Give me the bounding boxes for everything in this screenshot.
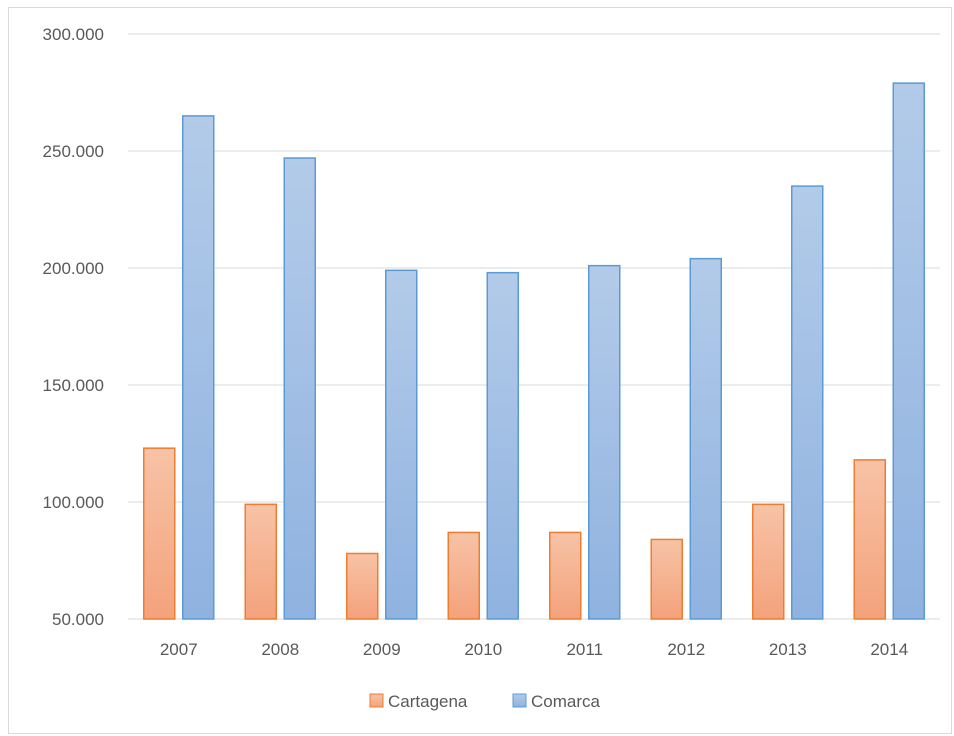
- x-tick-label: 2010: [464, 640, 502, 659]
- x-tick-label: 2011: [566, 640, 603, 659]
- bar-comarca-2011: [588, 264, 621, 620]
- x-axis-tick-labels: 2007 2008 2009 2010 2011 2012 2013 2014: [160, 640, 908, 659]
- bar-cartagena-2014: [853, 459, 886, 620]
- bar-cartagena-2008: [244, 503, 277, 620]
- x-tick-label: 2009: [363, 640, 401, 659]
- bar-cartagena-2013: [752, 503, 785, 620]
- legend-swatch-comarca: [512, 693, 527, 708]
- x-tick-label: 2007: [160, 640, 198, 659]
- legend-label-comarca: Comarca: [531, 692, 601, 711]
- legend-label-cartagena: Cartagena: [388, 692, 468, 711]
- x-tick-label: 2013: [769, 640, 807, 659]
- bars: [143, 82, 925, 620]
- y-tick-label: 100.000: [43, 493, 104, 512]
- bar-cartagena-2012: [650, 538, 683, 620]
- bar-cartagena-2007: [143, 447, 176, 620]
- bar-cartagena-2010: [447, 531, 480, 620]
- x-tick-label: 2014: [870, 640, 908, 659]
- bar-comarca-2012: [689, 257, 722, 620]
- bar-comarca-2008: [283, 157, 316, 620]
- legend: Cartagena Comarca: [369, 692, 601, 711]
- bar-comarca-2007: [182, 115, 215, 620]
- bar-comarca-2010: [486, 271, 519, 620]
- x-tick-label: 2012: [667, 640, 705, 659]
- bar-comarca-2014: [892, 82, 925, 620]
- y-axis-tick-labels: 50.000 100.000 150.000 200.000 250.000 300.00…: [43, 25, 104, 629]
- legend-swatch-cartagena: [369, 693, 384, 708]
- y-tick-label: 250.000: [43, 142, 104, 161]
- bar-cartagena-2011: [549, 531, 582, 620]
- y-tick-label: 50.000: [52, 610, 104, 629]
- y-tick-label: 300.000: [43, 25, 104, 44]
- bar-comarca-2013: [791, 185, 824, 620]
- y-tick-label: 150.000: [43, 376, 104, 395]
- bar-comarca-2009: [385, 269, 418, 620]
- bar-cartagena-2009: [346, 552, 379, 620]
- y-tick-label: 200.000: [43, 259, 104, 278]
- x-tick-label: 2008: [261, 640, 299, 659]
